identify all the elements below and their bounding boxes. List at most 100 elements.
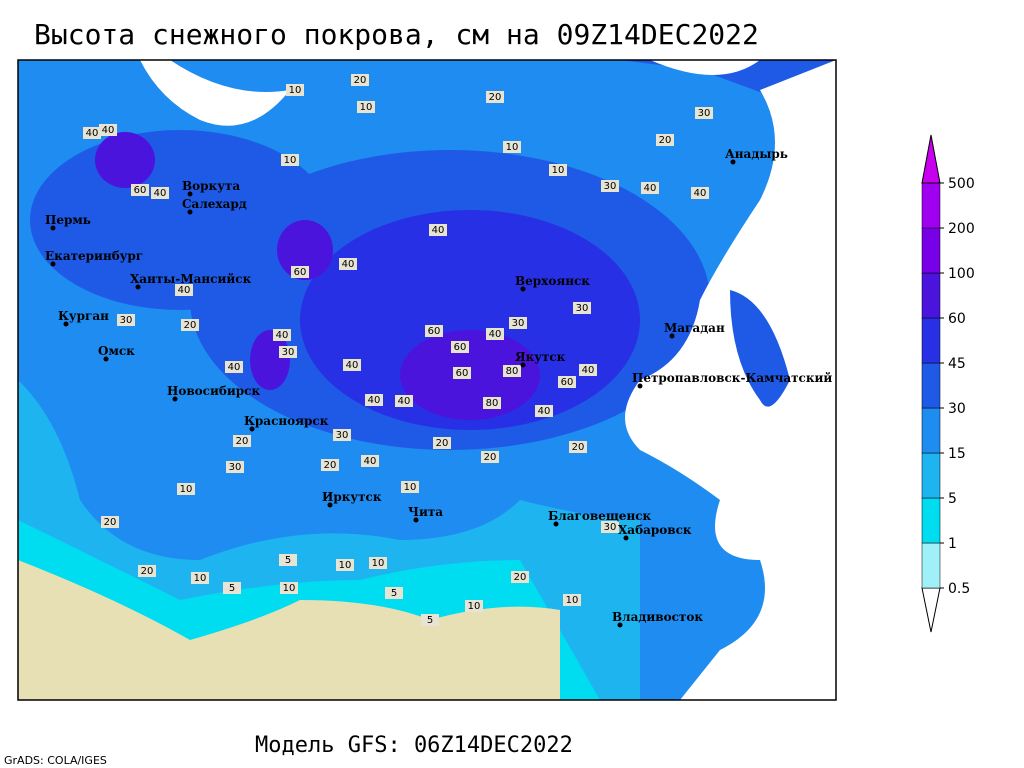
contour-label-text: 30 (282, 347, 295, 358)
contour-label-box (181, 319, 199, 331)
contour-label: 40 (361, 455, 379, 467)
contour-label-box (291, 266, 309, 278)
contour-label: 80 (503, 365, 521, 377)
contour-label: 10 (549, 164, 567, 176)
city-label: Чита (408, 505, 443, 519)
contour-label-box (511, 571, 529, 583)
contour-label-text: 10 (506, 142, 519, 153)
contour-label-box (503, 365, 521, 377)
city-dot (187, 191, 193, 197)
contour-label-text: 5 (427, 615, 433, 626)
contour-label-text: 40 (342, 259, 355, 270)
contour-label-box (175, 284, 193, 296)
contour-label: 10 (286, 84, 304, 96)
contour-label-box (117, 314, 135, 326)
contour-label: 5 (421, 614, 439, 626)
contour-label: 30 (573, 302, 591, 314)
contour-label-text: 20 (489, 92, 502, 103)
contour-label-text: 40 (398, 396, 411, 407)
contour-label-box (357, 101, 375, 113)
contour-label-text: 20 (354, 75, 367, 86)
contour-label-text: 10 (289, 85, 302, 96)
map (18, 60, 836, 700)
contour-label-box (549, 164, 567, 176)
contour-label-box (601, 180, 619, 192)
contour-label-text: 60 (456, 368, 469, 379)
contour-label-box (281, 154, 299, 166)
contour-label-box (343, 359, 361, 371)
contour-label-box (433, 437, 451, 449)
contour-label-box (695, 107, 713, 119)
contour-label-text: 40 (364, 456, 377, 467)
city-label: Красноярск (244, 414, 329, 428)
contour-label-box (656, 134, 674, 146)
contour-label: 10 (191, 572, 209, 584)
contour-label-text: 30 (698, 108, 711, 119)
city-label: Иркутск (322, 490, 382, 504)
contour-label-box (151, 187, 169, 199)
contour-label: 20 (569, 441, 587, 453)
contour-label-text: 20 (236, 436, 249, 447)
contour-label-box (280, 582, 298, 594)
city-dot (249, 426, 255, 432)
contour-label-text: 30 (604, 522, 617, 533)
contour-label-text: 40 (489, 329, 502, 340)
contour-label: 40 (151, 187, 169, 199)
contour-label: 40 (535, 405, 553, 417)
contour-label-box (573, 302, 591, 314)
contour-label-text: 20 (184, 320, 197, 331)
contour-label: 60 (291, 266, 309, 278)
contour-label-text: 10 (339, 560, 352, 571)
contour-label-text: 40 (582, 365, 595, 376)
contour-label-text: 40 (276, 330, 289, 341)
contour-label-text: 10 (194, 573, 207, 584)
city-dot (172, 396, 178, 402)
contour-label-text: 30 (336, 430, 349, 441)
contour-label: 30 (333, 429, 351, 441)
contour-label: 40 (83, 127, 101, 139)
contour-label-box (481, 451, 499, 463)
city-label: Салехард (182, 197, 247, 211)
city-label: Воркута (182, 179, 240, 193)
colorbar-segment (921, 362, 941, 409)
colorbar-label: 200 (948, 221, 975, 237)
contour-label-text: 20 (514, 572, 527, 583)
contour-label-box (225, 361, 243, 373)
contour-label-text: 10 (180, 484, 193, 495)
contour-label-text: 10 (404, 482, 417, 493)
contour-label-box (503, 141, 521, 153)
contour-label-box (421, 614, 439, 626)
contour-label-box (365, 394, 383, 406)
contour-label: 40 (343, 359, 361, 371)
contour-label-text: 40 (86, 128, 99, 139)
contour-label-text: 40 (538, 406, 551, 417)
contour-label: 20 (481, 451, 499, 463)
colorbar-label: 5 (948, 491, 957, 507)
contour-label: 10 (563, 594, 581, 606)
contour-label-text: 10 (372, 558, 385, 569)
contour-label-text: 10 (283, 583, 296, 594)
colorbar-segment (921, 452, 941, 499)
contour-label-box (569, 441, 587, 453)
city-label: Петропавловск-Камчатский (632, 371, 832, 385)
colorbar-segment (921, 227, 941, 274)
contour-label-box (451, 341, 469, 353)
city-label: Екатеринбург (45, 249, 143, 263)
contour-label-text: 5 (391, 588, 397, 599)
city-dot (413, 517, 419, 523)
contour-label: 40 (99, 124, 117, 136)
contour-label: 5 (279, 554, 297, 566)
contour-label-text: 80 (486, 398, 499, 409)
contour-label: 30 (226, 461, 244, 473)
contour-label: 40 (175, 284, 193, 296)
contour-label-box (558, 376, 576, 388)
contour-label: 60 (425, 325, 443, 337)
city-label: Новосибирск (167, 384, 260, 398)
city-dot (50, 225, 56, 231)
colorbar-segment (921, 497, 941, 544)
contour-label-box (641, 182, 659, 194)
city-dot (617, 622, 623, 628)
contour-label: 30 (695, 107, 713, 119)
contour-label: 20 (511, 571, 529, 583)
contour-label: 10 (281, 154, 299, 166)
